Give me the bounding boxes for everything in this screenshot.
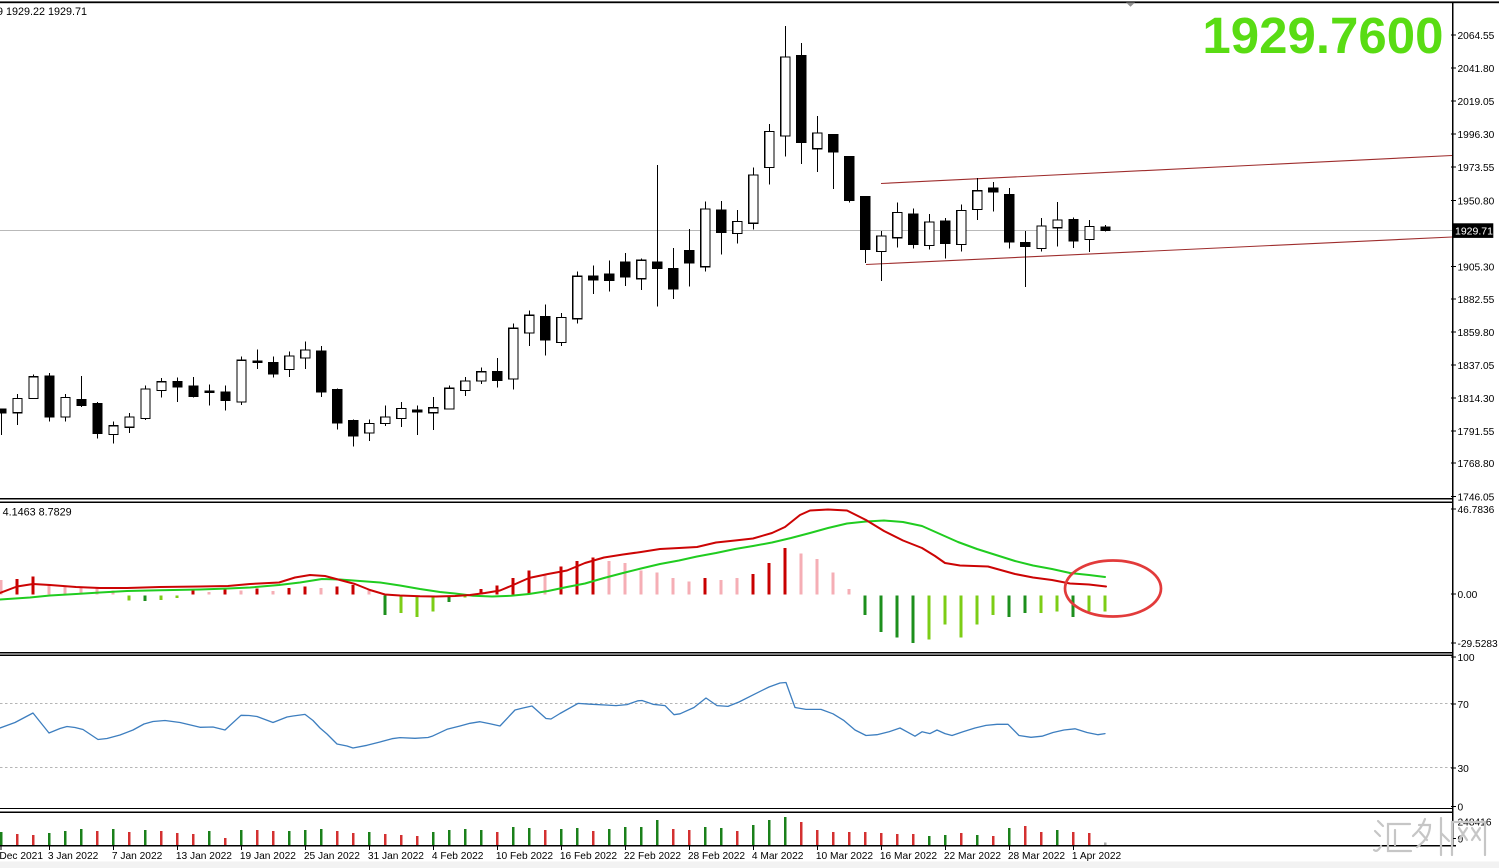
svg-text:Dec 2021: Dec 2021 bbox=[0, 851, 43, 862]
svg-text:1837.05: 1837.05 bbox=[1458, 361, 1495, 372]
svg-text:22 Mar 2022: 22 Mar 2022 bbox=[944, 851, 1002, 862]
svg-text:25 Jan 2022: 25 Jan 2022 bbox=[304, 851, 360, 862]
svg-text:0: 0 bbox=[1458, 803, 1464, 814]
svg-text:28 Feb 2022: 28 Feb 2022 bbox=[688, 851, 746, 862]
svg-text:1929.71: 1929.71 bbox=[1455, 226, 1493, 238]
svg-text:31 Jan 2022: 31 Jan 2022 bbox=[368, 851, 424, 862]
svg-text:1929.7600: 1929.7600 bbox=[1202, 7, 1443, 64]
svg-text:16 Mar 2022: 16 Mar 2022 bbox=[880, 851, 938, 862]
svg-text:30: 30 bbox=[1458, 764, 1470, 775]
svg-text:1791.55: 1791.55 bbox=[1458, 427, 1495, 438]
svg-text:13 Jan 2022: 13 Jan 2022 bbox=[176, 851, 232, 862]
svg-text:1996.30: 1996.30 bbox=[1458, 130, 1495, 141]
svg-text:28 Mar 2022: 28 Mar 2022 bbox=[1008, 851, 1066, 862]
svg-text:) 4.1463 8.7829: ) 4.1463 8.7829 bbox=[0, 507, 72, 519]
svg-text:-29.5283: -29.5283 bbox=[1458, 639, 1499, 650]
svg-text:1905.30: 1905.30 bbox=[1458, 263, 1495, 274]
svg-text:46.7836: 46.7836 bbox=[1458, 505, 1495, 516]
svg-text:16 Feb 2022: 16 Feb 2022 bbox=[560, 851, 618, 862]
svg-text:70: 70 bbox=[1458, 700, 1470, 711]
svg-text:9 1929.22 1929.71: 9 1929.22 1929.71 bbox=[0, 6, 87, 18]
svg-text:1882.55: 1882.55 bbox=[1458, 295, 1495, 306]
svg-text:22 Feb 2022: 22 Feb 2022 bbox=[624, 851, 682, 862]
svg-text:7 Jan 2022: 7 Jan 2022 bbox=[112, 851, 163, 862]
svg-text:1746.05: 1746.05 bbox=[1458, 493, 1495, 504]
svg-text:1814.30: 1814.30 bbox=[1458, 394, 1495, 405]
svg-text:2041.80: 2041.80 bbox=[1458, 64, 1495, 75]
svg-text:19 Jan 2022: 19 Jan 2022 bbox=[240, 851, 296, 862]
svg-text:0: 0 bbox=[1458, 835, 1464, 846]
svg-text:1950.80: 1950.80 bbox=[1458, 197, 1495, 208]
svg-text:10 Feb 2022: 10 Feb 2022 bbox=[496, 851, 554, 862]
svg-text:1973.55: 1973.55 bbox=[1458, 163, 1495, 174]
svg-text:0.00: 0.00 bbox=[1458, 590, 1478, 601]
svg-text:4 Mar 2022: 4 Mar 2022 bbox=[752, 851, 804, 862]
svg-text:1 Apr 2022: 1 Apr 2022 bbox=[1072, 851, 1122, 862]
svg-text:2064.55: 2064.55 bbox=[1458, 31, 1495, 42]
svg-text:10 Mar 2022: 10 Mar 2022 bbox=[816, 851, 874, 862]
svg-text:3 Jan 2022: 3 Jan 2022 bbox=[48, 851, 99, 862]
svg-text:2019.05: 2019.05 bbox=[1458, 97, 1495, 108]
svg-text:4 Feb 2022: 4 Feb 2022 bbox=[432, 851, 484, 862]
svg-text:100: 100 bbox=[1458, 653, 1475, 664]
svg-text:1768.80: 1768.80 bbox=[1458, 459, 1495, 470]
svg-text:1859.80: 1859.80 bbox=[1458, 328, 1495, 339]
